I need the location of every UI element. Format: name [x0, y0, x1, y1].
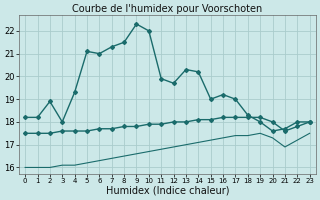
Title: Courbe de l'humidex pour Voorschoten: Courbe de l'humidex pour Voorschoten	[72, 4, 262, 14]
X-axis label: Humidex (Indice chaleur): Humidex (Indice chaleur)	[106, 186, 229, 196]
